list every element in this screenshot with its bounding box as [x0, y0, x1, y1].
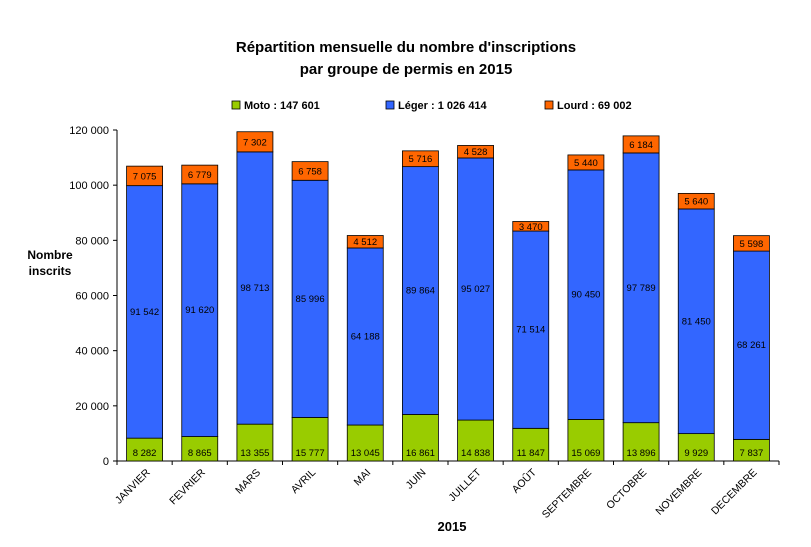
legend-label: Léger : 1 026 414 [398, 100, 488, 112]
chart-subtitle: par groupe de permis en 2015 [300, 61, 513, 78]
data-label: 13 896 [627, 448, 656, 459]
y-tick-label: 120 000 [69, 125, 109, 137]
y-tick-label: 40 000 [75, 346, 109, 358]
bar-segment-lger [402, 166, 439, 415]
y-axis-label-line1: Nombre [27, 248, 73, 262]
bar-segment-moto [677, 433, 715, 462]
legend-label: Moto : 147 601 [244, 100, 320, 112]
bar-segment-moto [402, 414, 439, 462]
bar-segment-lourd [346, 235, 384, 249]
x-tick-label: AVRIL [289, 467, 319, 497]
data-label: 81 450 [682, 316, 711, 327]
legend-swatch-lourd [544, 100, 554, 110]
bar-segment-lger [291, 179, 329, 418]
data-label: 98 713 [240, 283, 269, 294]
bar-segment-lger [181, 183, 219, 437]
y-axis-label-line2: inscrits [29, 264, 72, 278]
bar-segment-lourd [622, 135, 660, 154]
bar-segment-moto [181, 436, 219, 462]
chart-title: Répartition mensuelle du nombre d'inscri… [236, 39, 576, 56]
bar-segment-moto [512, 427, 550, 462]
y-tick-label: 100 000 [69, 180, 109, 192]
bar-segment-lourd [181, 164, 219, 185]
data-label: 16 861 [406, 448, 435, 459]
data-label: 13 355 [240, 448, 269, 459]
bar-segment-lger [512, 230, 550, 429]
bar-segment-lger [236, 151, 274, 425]
data-label: 8 282 [133, 448, 157, 459]
data-label: 9 929 [684, 448, 708, 459]
data-label: 85 996 [296, 294, 325, 305]
data-label: 5 598 [740, 239, 764, 250]
data-label: 11 847 [517, 448, 545, 459]
x-axis-label: 2015 [438, 519, 467, 534]
data-label: 68 261 [737, 340, 766, 351]
data-label: 97 789 [627, 283, 656, 294]
bar-segment-moto [457, 419, 494, 462]
x-tick-label: JUILLET [446, 466, 484, 504]
y-tick-label: 60 000 [75, 291, 109, 303]
bar-segment-lger [677, 208, 715, 435]
legend-label: Lourd : 69 002 [557, 100, 632, 112]
data-label: 5 640 [684, 197, 708, 208]
legend-swatch-lger [385, 100, 395, 110]
bars: 8 282 91 542 7 075 8 865 91 620 6 779 13 355 98… [126, 131, 770, 462]
bar-segment-moto [622, 422, 660, 462]
data-label: 91 620 [185, 305, 214, 316]
bar-segment-lourd [677, 192, 715, 210]
data-label: 8 865 [188, 448, 212, 459]
data-label: 90 450 [571, 290, 600, 301]
legend-swatch-moto [231, 100, 241, 110]
x-tick-label: DECEMBRE [709, 467, 760, 518]
bar-segment-lger [346, 247, 384, 426]
data-label: 91 542 [130, 307, 159, 318]
x-tick-label: MARS [233, 467, 263, 497]
bar-segment-lourd [402, 150, 439, 168]
y-tick-label: 20 000 [75, 401, 109, 413]
data-label: 89 864 [406, 286, 435, 297]
data-label: 64 188 [351, 331, 380, 342]
data-label: 13 045 [351, 448, 380, 459]
x-tick-label: MAI [352, 467, 374, 489]
data-label: 6 779 [188, 170, 212, 181]
data-label: 5 440 [574, 158, 598, 169]
bar-segment-lourd [733, 235, 770, 252]
bar-segment-lourd [512, 221, 550, 232]
bar-segment-lger [567, 169, 605, 420]
bar-segment-lger [457, 157, 494, 421]
data-label: 7 302 [243, 137, 267, 148]
data-label: 6 184 [629, 140, 653, 151]
y-tick-label: 0 [103, 456, 109, 468]
data-label: 4 528 [464, 147, 488, 158]
x-tick-label: NOVEMBRE [653, 467, 704, 518]
bar-segment-moto [236, 423, 274, 462]
legend: Moto : 147 601 Léger : 1 026 414 Lourd : 6… [231, 100, 632, 112]
x-tick-label: OCTOBRE [604, 467, 649, 512]
bar-segment-moto [346, 424, 384, 462]
data-label: 7 075 [133, 171, 157, 182]
data-label: 3 470 [519, 222, 543, 233]
data-label: 71 514 [516, 325, 545, 336]
bar-segment-lourd [126, 165, 163, 187]
data-label: 6 758 [298, 166, 322, 177]
x-tick-label: JANVIER [113, 466, 153, 506]
data-label: 15 777 [296, 448, 325, 459]
y-tick-label: 80 000 [75, 235, 109, 247]
data-label: 15 069 [571, 448, 600, 459]
data-label: 7 837 [740, 448, 764, 459]
bar-segment-lourd [567, 154, 605, 171]
bar-segment-lourd [291, 161, 329, 181]
x-tick-label: AOÛT [509, 466, 539, 496]
bar-segment-lourd [236, 131, 274, 153]
data-label: 95 027 [461, 284, 490, 295]
x-tick-label: JUIN [404, 467, 429, 492]
x-tick-label: SEPTEMBRE [540, 467, 594, 521]
data-label: 4 512 [353, 237, 377, 248]
x-tick-label: FEVRIER [167, 466, 208, 507]
data-label: 14 838 [461, 448, 490, 459]
bar-segment-lger [126, 185, 163, 439]
bar-segment-lourd [457, 145, 494, 159]
data-label: 5 716 [409, 154, 433, 165]
